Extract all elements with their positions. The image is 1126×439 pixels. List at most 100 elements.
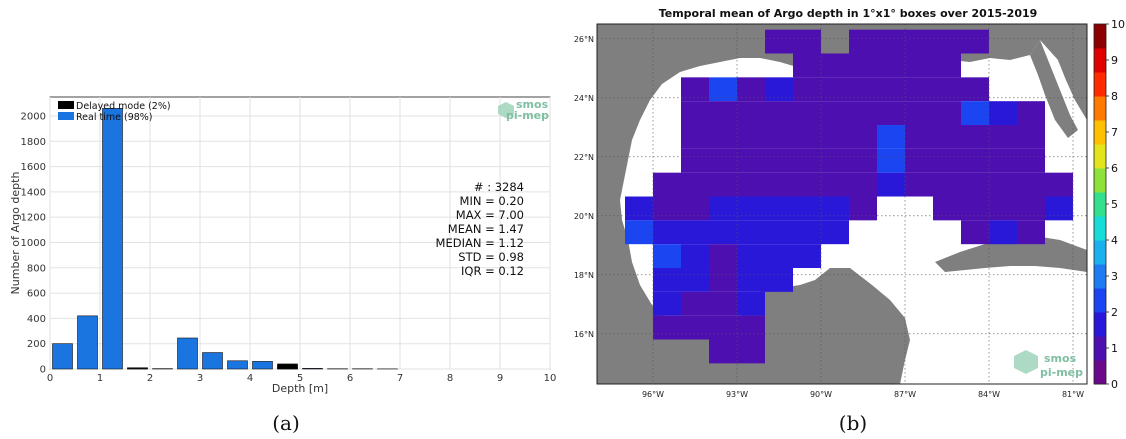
heatmap-cell [709,315,737,340]
stats-box: # : 3284 MIN = 0.20 MAX = 7.00 MEAN = 1.… [436,180,524,278]
heatmap-cell [793,220,821,245]
heatmap-cell [737,220,765,245]
heatmap-cell [653,220,681,245]
stat-count: # : 3284 [474,180,524,194]
legend-swatch-realtime [58,112,74,120]
logo-b-text-line2: pi-mep [1040,366,1083,379]
colorbar-segment [1094,144,1106,169]
heatmap-cell [737,244,765,269]
heatmap-cell [933,172,961,197]
stat-median: MEDIAN = 1.12 [436,236,524,250]
heatmap-cell [793,244,821,269]
heatmap-cell [961,29,989,54]
x-tick-label: 6 [347,373,353,384]
heatmap-cell [849,148,877,173]
x-tick-label: 8 [447,373,453,384]
bar-realtime [52,343,73,370]
caption-a: (a) [272,411,300,435]
heatmap-cell [821,125,849,149]
heatmap-cell [765,29,793,54]
heatmap-cell [737,196,765,221]
colorbar-segment [1094,168,1106,193]
heatmap-cell [681,148,709,173]
lon-label: 84°W [978,390,1000,399]
heatmap-cell [709,196,737,221]
heatmap-cell [737,77,765,102]
heatmap-cell [905,77,933,102]
heatmap-cell [961,125,989,149]
heatmap-cell [653,244,681,269]
heatmap-cell [793,101,821,126]
land-yucatan [760,270,905,384]
heatmap-cell [681,77,709,102]
colorbar-tick-label: 2 [1111,306,1118,319]
heatmap-cell [737,172,765,197]
heatmap-cell [681,101,709,126]
heatmap-cell [709,125,737,149]
bar-delayed [277,363,298,370]
colorbar-tick-label: 0 [1111,378,1118,391]
x-tick-label: 3 [197,373,203,384]
stat-iqr: IQR = 0.12 [461,264,524,278]
colorbar-tick-label: 8 [1111,90,1118,103]
heatmap-cell [821,172,849,197]
heatmap-cell [821,101,849,126]
logo-text-line2: pi-mep [506,109,549,122]
heatmap-cell [877,125,905,149]
lat-label: 26°N [574,35,594,44]
stat-mean: MEAN = 1.47 [448,222,524,236]
heatmap-cell [905,53,933,78]
y-tick-label: 1600 [21,162,46,173]
heatmap-cell [681,268,709,292]
map-lat-labels: 16°N 18°N 20°N 22°N 24°N 26°N [574,35,594,339]
colorbar-ticks: 0 1 2 3 4 5 6 7 8 9 10 [1106,18,1125,391]
heatmap-cell [765,268,793,292]
heatmap-cell [653,315,681,340]
heatmap-cell [1045,196,1073,221]
panel-a-legend: Delayed mode (2%) Real time (98%) [58,101,171,123]
heatmap-cell [933,148,961,173]
heatmap-cell [709,101,737,126]
smos-pimep-logo-a: smos pi-mep [498,98,549,122]
colorbar-segment [1094,192,1106,217]
x-tick-label: 1 [97,373,103,384]
heatmap-cell [849,29,877,54]
map-heatmap-cells [625,29,1073,364]
x-tick-label: 0 [47,373,53,384]
bar-realtime [77,315,98,370]
heatmap-cell [737,291,765,316]
panel-a-grid [49,97,551,370]
colorbar-tick-label: 6 [1111,162,1118,175]
heatmap-cell [989,196,1017,221]
heatmap-cell [933,77,961,102]
heatmap-cell [737,315,765,340]
heatmap-cell [681,196,709,221]
smos-pimep-logo-b: smos pi-mep [1014,350,1083,379]
y-tick-label: 400 [27,314,46,325]
heatmap-cell [765,172,793,197]
heatmap-cell [653,172,681,197]
heatmap-cell [709,291,737,316]
lon-label: 93°W [726,390,748,399]
lon-label: 87°W [894,390,916,399]
heatmap-cell [849,125,877,149]
heatmap-cell [877,172,905,197]
heatmap-cell [877,148,905,173]
legend-label-delayed: Delayed mode (2%) [76,101,171,112]
x-axis-label: Depth [m] [272,382,328,395]
heatmap-cell [1045,172,1073,197]
heatmap-cell [765,220,793,245]
x-tick-label: 4 [247,373,253,384]
x-tick-label: 7 [397,373,403,384]
colorbar-tick-label: 7 [1111,126,1118,139]
heatmap-cell [1017,196,1045,221]
lat-label: 22°N [574,153,594,162]
logo-leaf-icon [498,102,514,118]
y-tick-label: 0 [40,365,46,376]
lat-label: 24°N [574,94,594,103]
heatmap-cell [821,77,849,102]
heatmap-cell [849,53,877,78]
land-cuba [935,236,1087,272]
heatmap-cell [961,220,989,245]
colorbar [1093,23,1107,385]
